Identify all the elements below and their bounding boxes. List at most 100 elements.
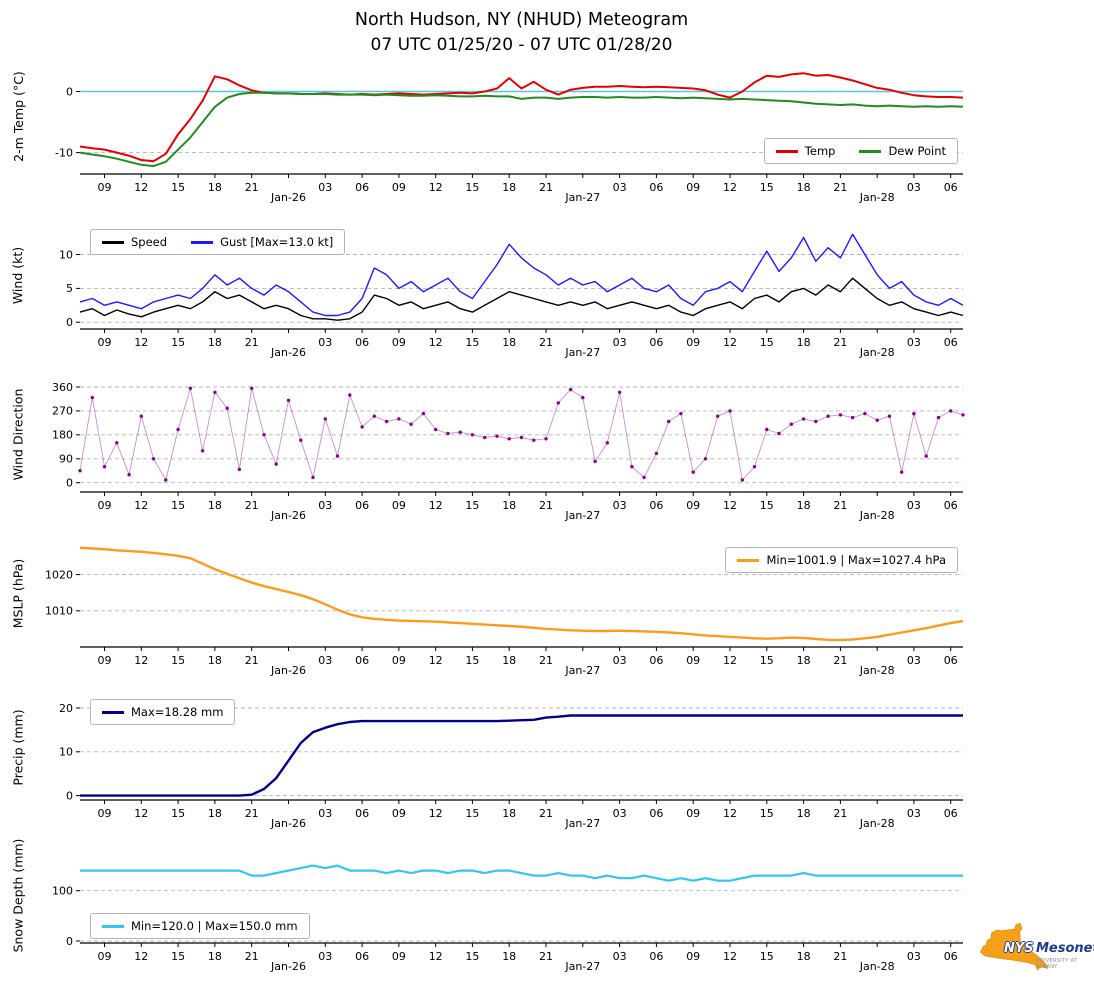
logo-mesonet-text: Mesonet xyxy=(1036,941,1094,956)
svg-text:21: 21 xyxy=(539,950,553,963)
svg-text:15: 15 xyxy=(465,807,479,820)
svg-text:21: 21 xyxy=(539,499,553,512)
snow-depth-chart: 0 100 09 12 15 18 21 Jan-26 03 06 09 12 15 18 21 Jan-27… xyxy=(52,864,963,973)
svg-text:Jan-28: Jan-28 xyxy=(859,509,895,522)
legend-label: Speed xyxy=(131,235,168,250)
svg-text:Jan-27: Jan-27 xyxy=(564,191,600,204)
svg-text:360: 360 xyxy=(52,381,73,394)
svg-text:03: 03 xyxy=(613,499,627,512)
svg-text:18: 18 xyxy=(208,181,222,194)
svg-text:15: 15 xyxy=(760,654,774,667)
svg-text:12: 12 xyxy=(723,181,737,194)
svg-text:15: 15 xyxy=(171,654,185,667)
wind-chart: 0 5 10 09 12 15 18 21 Jan-26 03 06 09 12 15 18 21 Jan-27… xyxy=(59,233,964,359)
legend-label: Temp xyxy=(804,144,836,159)
legend-label: Min=1001.9 | Max=1027.4 hPa xyxy=(766,553,946,568)
svg-text:09: 09 xyxy=(392,499,406,512)
svg-text:12: 12 xyxy=(723,950,737,963)
svg-text:18: 18 xyxy=(208,807,222,820)
svg-text:06: 06 xyxy=(649,499,663,512)
panel-precip: 0 10 20 09 12 15 18 21 Jan-26 03 06 09 12 15 18 21 Jan-2… xyxy=(0,694,1094,843)
svg-text:21: 21 xyxy=(833,807,847,820)
svg-text:06: 06 xyxy=(649,336,663,349)
svg-text:12: 12 xyxy=(429,499,443,512)
svg-text:12: 12 xyxy=(723,336,737,349)
svg-text:06: 06 xyxy=(944,181,958,194)
svg-text:18: 18 xyxy=(502,336,516,349)
svg-text:15: 15 xyxy=(171,950,185,963)
svg-text:03: 03 xyxy=(318,336,332,349)
svg-text:18: 18 xyxy=(797,654,811,667)
svg-text:Jan-27: Jan-27 xyxy=(564,960,600,973)
svg-text:18: 18 xyxy=(502,807,516,820)
svg-text:12: 12 xyxy=(723,499,737,512)
svg-text:15: 15 xyxy=(465,336,479,349)
svg-text:18: 18 xyxy=(502,654,516,667)
svg-text:09: 09 xyxy=(98,181,112,194)
svg-text:09: 09 xyxy=(98,950,112,963)
svg-text:15: 15 xyxy=(760,950,774,963)
svg-text:18: 18 xyxy=(797,807,811,820)
svg-text:21: 21 xyxy=(539,654,553,667)
svg-text:06: 06 xyxy=(355,950,369,963)
svg-text:18: 18 xyxy=(502,950,516,963)
svg-text:21: 21 xyxy=(539,336,553,349)
svg-text:15: 15 xyxy=(465,654,479,667)
svg-text:09: 09 xyxy=(392,181,406,194)
temp-line-swatch xyxy=(775,149,798,153)
legend-entry-temp: Temp xyxy=(775,144,836,159)
svg-text:09: 09 xyxy=(686,950,700,963)
svg-text:Jan-26: Jan-26 xyxy=(270,817,306,830)
legend-entry-gust: Gust [Max=13.0 kt] xyxy=(191,235,333,249)
svg-text:21: 21 xyxy=(245,499,259,512)
legend-label: Dew Point xyxy=(888,144,946,159)
precip-line-swatch xyxy=(102,710,124,714)
svg-text:Jan-26: Jan-26 xyxy=(270,664,306,677)
svg-text:15: 15 xyxy=(171,499,185,512)
svg-text:0: 0 xyxy=(66,935,73,948)
legend-label: Min=120.0 | Max=150.0 mm xyxy=(131,919,298,934)
svg-text:21: 21 xyxy=(539,181,553,194)
svg-text:15: 15 xyxy=(171,181,185,194)
svg-text:18: 18 xyxy=(502,181,516,194)
svg-text:03: 03 xyxy=(318,499,332,512)
svg-text:09: 09 xyxy=(98,807,112,820)
svg-text:12: 12 xyxy=(134,950,148,963)
svg-text:1020: 1020 xyxy=(45,568,73,581)
legend-entry-mslp: Min=1001.9 | Max=1027.4 hPa xyxy=(737,553,946,567)
svg-text:03: 03 xyxy=(613,950,627,963)
svg-text:09: 09 xyxy=(392,336,406,349)
svg-text:03: 03 xyxy=(613,654,627,667)
svg-text:06: 06 xyxy=(355,181,369,194)
svg-text:09: 09 xyxy=(98,654,112,667)
panel-temp: 0 -10 09 12 15 18 21 Jan-26 03 06 09 12 15 18 21 Jan-27… xyxy=(0,58,1094,217)
svg-text:21: 21 xyxy=(245,950,259,963)
svg-text:20: 20 xyxy=(59,702,73,715)
svg-text:18: 18 xyxy=(797,499,811,512)
svg-text:15: 15 xyxy=(465,499,479,512)
svg-text:270: 270 xyxy=(52,405,73,418)
chart-title: North Hudson, NY (NHUD) Meteogram 07 UTC… xyxy=(0,0,1043,58)
svg-text:18: 18 xyxy=(208,950,222,963)
svg-text:06: 06 xyxy=(944,654,958,667)
svg-text:12: 12 xyxy=(429,654,443,667)
svg-text:5: 5 xyxy=(66,282,73,295)
svg-text:Jan-28: Jan-28 xyxy=(859,191,895,204)
svg-text:180: 180 xyxy=(52,429,73,442)
svg-text:10: 10 xyxy=(59,746,73,759)
panel-wind: 0 5 10 09 12 15 18 21 Jan-26 03 06 09 12 15 18 21 Jan-27… xyxy=(0,221,1094,372)
legend-entry-speed: Speed xyxy=(102,235,167,249)
wind-legend: Speed Gust [Max=13.0 kt] xyxy=(90,229,346,256)
svg-text:06: 06 xyxy=(944,950,958,963)
panel-mslp: 1010 1020 09 12 15 18 21 Jan-26 03 06 09 12 15 18 21 Ja… xyxy=(0,539,1094,690)
svg-text:03: 03 xyxy=(907,950,921,963)
svg-text:90: 90 xyxy=(59,453,73,466)
svg-text:18: 18 xyxy=(797,336,811,349)
svg-text:15: 15 xyxy=(760,499,774,512)
svg-text:06: 06 xyxy=(355,807,369,820)
ny-state-shape-icon xyxy=(979,922,1049,971)
svg-text:03: 03 xyxy=(907,499,921,512)
svg-text:Jan-26: Jan-26 xyxy=(270,346,306,359)
svg-text:21: 21 xyxy=(245,181,259,194)
